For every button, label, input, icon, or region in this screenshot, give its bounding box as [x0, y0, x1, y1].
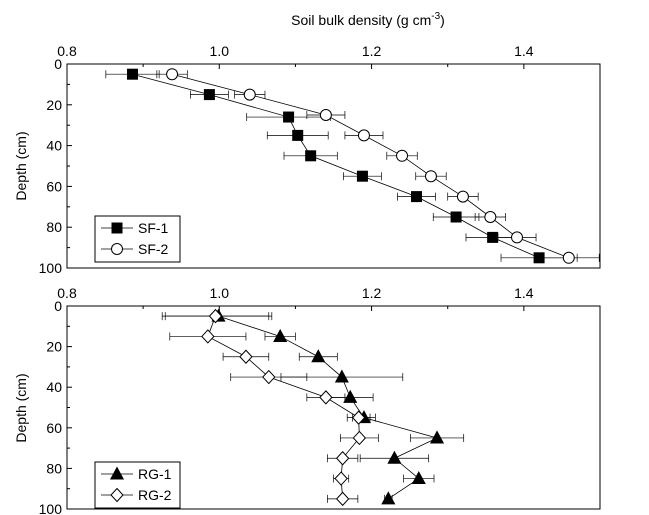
data-point-RG-2 — [335, 451, 350, 466]
series-SF-1 — [105, 68, 578, 264]
data-point-RG-1 — [273, 328, 288, 342]
y-tick-label-top: 60 — [46, 178, 62, 194]
data-point-SF-2 — [484, 211, 497, 223]
panel-top: 0.8 1.0 1.2 1.4 0 20 40 60 80 100 SF-1 SF-2 — [39, 43, 601, 276]
data-point-SF-2 — [357, 129, 370, 142]
data-point-SF-1 — [410, 191, 422, 203]
legend-label-RG-2: RG-2 — [138, 487, 172, 503]
data-point-RG-1 — [334, 369, 349, 383]
data-point-SF-1 — [292, 129, 304, 141]
data-point-RG-2 — [335, 491, 350, 507]
panel-bottom: 0.8 1.0 1.2 1.4 0 20 40 60 80 100 RG-1 RG-2 — [39, 285, 601, 515]
data-point-RG-2 — [239, 349, 253, 364]
x-axis-title-base: Soil bulk density (g cm — [291, 12, 431, 28]
y-tick-label-top: 40 — [46, 138, 62, 154]
data-point-SF-2 — [511, 231, 524, 244]
data-point-SF-1 — [203, 89, 215, 101]
data-point-SF-2 — [166, 68, 179, 81]
y-tick-label-bottom: 80 — [46, 460, 62, 476]
data-point-SF-1 — [450, 211, 462, 223]
data-point-SF-1 — [126, 68, 138, 80]
x-tick-label-top: 1.0 — [210, 43, 230, 59]
data-point-RG-1 — [343, 389, 358, 403]
data-point-RG-1 — [311, 349, 326, 363]
y-tick-label-bottom: 20 — [46, 339, 62, 355]
series-line-RG-2 — [207, 316, 360, 499]
legend-marker-RG-1 — [109, 466, 125, 480]
series-line-SF-2 — [171, 73, 569, 259]
data-point-SF-2 — [562, 251, 575, 264]
data-point-RG-2 — [262, 369, 276, 385]
x-axis-title-close: ) — [440, 12, 445, 28]
data-point-SF-2 — [243, 88, 256, 101]
legend-label-SF-1: SF-1 — [138, 220, 169, 236]
x-tick-label-bottom: 1.4 — [514, 285, 534, 301]
y-axis-title-top: Depth (cm) — [13, 131, 29, 200]
series-RG-2 — [161, 308, 379, 507]
y-tick-label-top: 0 — [54, 56, 62, 72]
legend-marker-SF-1 — [111, 222, 123, 234]
data-point-RG-2 — [319, 390, 333, 405]
data-point-SF-2 — [396, 149, 409, 162]
y-tick-label-bottom: 40 — [46, 379, 62, 395]
legend-marker-RG-2 — [110, 487, 124, 503]
series-SF-2 — [156, 68, 600, 264]
data-point-RG-1 — [381, 491, 396, 505]
data-point-RG-2 — [201, 329, 215, 344]
legend-label-SF-2: SF-2 — [138, 241, 169, 257]
y-axis-title-bottom: Depth (cm) — [13, 373, 29, 442]
x-axis-title: Soil bulk density (g cm-3) — [291, 11, 445, 28]
data-point-RG-1 — [387, 450, 402, 464]
data-point-SF-2 — [456, 190, 469, 203]
data-point-RG-2 — [351, 410, 366, 425]
data-point-RG-2 — [352, 430, 367, 446]
legend-label-RG-1: RG-1 — [138, 466, 172, 482]
y-tick-label-bottom: 100 — [39, 501, 63, 515]
legend-box-top — [94, 215, 181, 263]
data-point-SF-1 — [305, 150, 317, 162]
x-tick-label-bottom: 1.0 — [210, 285, 230, 301]
data-point-SF-2 — [424, 170, 437, 183]
y-tick-label-top: 100 — [39, 260, 63, 276]
y-tick-label-bottom: 0 — [54, 298, 62, 314]
y-tick-label-bottom: 60 — [46, 420, 62, 436]
data-point-RG-2 — [208, 308, 223, 324]
x-tick-label-bottom: 0.8 — [57, 285, 77, 301]
legend-marker-SF-2 — [111, 243, 123, 255]
x-tick-label-top: 1.4 — [514, 43, 534, 59]
y-tick-label-top: 20 — [46, 97, 62, 113]
data-point-RG-1 — [411, 470, 426, 485]
legend-box-bottom — [94, 461, 181, 509]
series-line-SF-1 — [132, 73, 540, 259]
data-point-SF-1 — [487, 231, 499, 243]
data-point-SF-1 — [283, 111, 295, 123]
data-point-RG-1 — [430, 430, 445, 444]
data-point-RG-2 — [334, 471, 348, 486]
x-tick-label-top: 1.2 — [362, 43, 382, 59]
x-tick-label-bottom: 1.2 — [362, 285, 382, 301]
x-tick-label-top: 0.8 — [57, 43, 77, 59]
data-point-SF-2 — [319, 109, 332, 121]
y-tick-label-top: 80 — [46, 219, 62, 235]
series-line-RG-1 — [218, 315, 439, 500]
data-point-SF-1 — [356, 170, 368, 182]
x-axis-title-exponent: -3 — [431, 11, 440, 22]
